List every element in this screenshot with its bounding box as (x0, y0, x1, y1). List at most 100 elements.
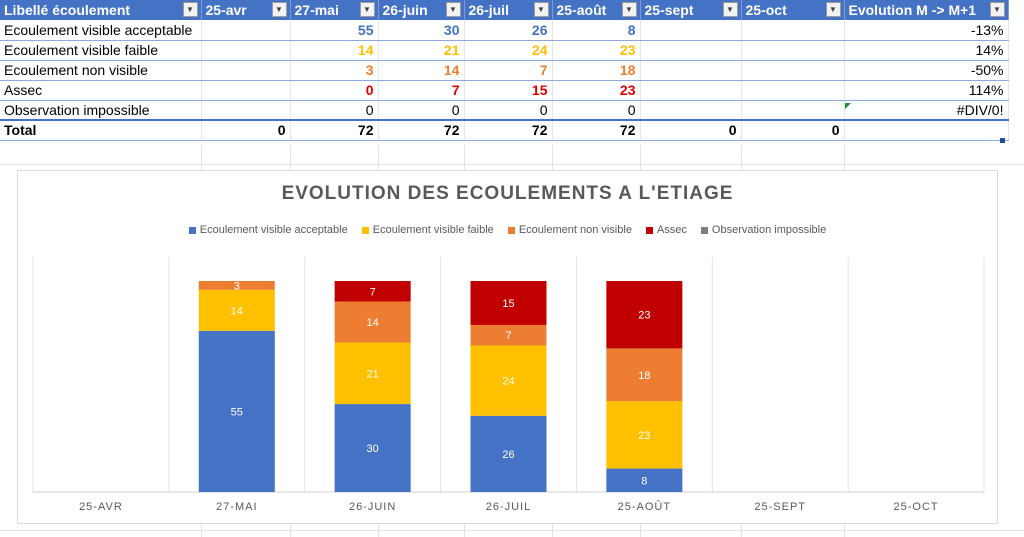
table-cell[interactable]: 30 (378, 20, 465, 41)
total-cell[interactable]: 72 (378, 119, 465, 141)
table-cell[interactable] (741, 60, 845, 81)
legend-item[interactable]: Observation impossible (700, 224, 827, 236)
data-label: 24 (502, 376, 514, 388)
table-cell[interactable]: 0 (290, 100, 379, 121)
filter-dropdown-icon[interactable]: ▼ (533, 2, 549, 17)
legend-item[interactable]: Ecoulement visible acceptable (188, 224, 348, 236)
table-cell[interactable]: 23 (552, 40, 641, 61)
row-label[interactable]: Assec (0, 80, 202, 101)
table-cell[interactable]: 7 (378, 80, 465, 101)
bar-segment (606, 401, 683, 469)
table-cell[interactable]: 3 (290, 60, 379, 81)
total-cell[interactable]: 0 (741, 119, 845, 141)
filter-dropdown-icon[interactable]: ▼ (621, 2, 637, 17)
chart-plot: 25-AVR 55 14 3 27-MAI 30 21 14 7 26-JUIN 26 24 7 15 26… (32, 257, 985, 513)
table-cell[interactable] (741, 80, 845, 101)
filter-dropdown-icon[interactable]: ▼ (445, 2, 461, 17)
filter-dropdown-icon[interactable]: ▼ (989, 2, 1005, 17)
x-tick-label: 25-AOÛT (618, 500, 671, 513)
total-cell[interactable]: 0 (201, 119, 291, 141)
legend-item[interactable]: Ecoulement visible faible (361, 224, 494, 236)
row-label[interactable]: Ecoulement visible faible (0, 40, 202, 61)
table-cell[interactable]: 0 (552, 100, 641, 121)
column-header-3[interactable]: 26-juin ▼ (378, 0, 465, 20)
row-label[interactable]: Observation impossible (0, 100, 202, 121)
stacked-bar-chart[interactable]: EVOLUTION DES ECOULEMENTS A L'ETIAGE Eco… (17, 170, 998, 524)
table-cell[interactable] (640, 20, 742, 41)
legend-swatch (700, 226, 708, 234)
table-cell[interactable] (741, 100, 845, 121)
evolution-cell[interactable]: 114% (844, 80, 1009, 101)
column-header-label: 25-sept (644, 2, 694, 18)
table-cell[interactable] (201, 80, 291, 101)
column-header-4[interactable]: 26-juil ▼ (464, 0, 553, 20)
table-cell[interactable] (640, 40, 742, 61)
filter-dropdown-icon[interactable]: ▼ (271, 2, 287, 17)
column-header-5[interactable]: 25-août ▼ (552, 0, 641, 20)
evolution-cell[interactable]: -50% (844, 60, 1009, 81)
total-cell[interactable]: 0 (640, 119, 742, 141)
table-cell[interactable] (201, 20, 291, 41)
table-cell[interactable]: 15 (464, 80, 553, 101)
data-label: 30 (367, 443, 379, 455)
column-header-label: 25-août (556, 2, 607, 18)
table-cell[interactable]: 8 (552, 20, 641, 41)
table-cell[interactable] (201, 40, 291, 61)
x-tick-label: 27-MAI (216, 501, 257, 513)
table-cell[interactable]: 23 (552, 80, 641, 101)
table-cell[interactable] (640, 100, 742, 121)
table-cell[interactable] (741, 40, 845, 61)
data-label: 3 (234, 280, 240, 292)
evolution-cell[interactable]: #DIV/0! (844, 100, 1009, 121)
total-evolution-cell[interactable] (844, 119, 1009, 141)
table-resize-handle[interactable] (1000, 138, 1005, 143)
row-label[interactable]: Ecoulement visible acceptable (0, 20, 202, 41)
table-cell[interactable] (640, 60, 742, 81)
total-cell[interactable]: 72 (464, 119, 553, 141)
column-header-2[interactable]: 27-mai ▼ (290, 0, 379, 20)
table-cell[interactable]: 21 (378, 40, 465, 61)
data-label: 23 (638, 310, 650, 322)
table-cell[interactable]: 0 (290, 80, 379, 101)
total-cell[interactable]: 72 (290, 119, 379, 141)
table-cell[interactable] (201, 100, 291, 121)
row-label[interactable]: Ecoulement non visible (0, 60, 202, 81)
evolution-cell[interactable]: -13% (844, 20, 1009, 41)
column-header-6[interactable]: 25-sept ▼ (640, 0, 742, 20)
bar-segment (606, 281, 683, 349)
table-cell[interactable] (741, 20, 845, 41)
table-cell[interactable]: 26 (464, 20, 553, 41)
table-cell[interactable]: 14 (290, 40, 379, 61)
legend-swatch (361, 226, 369, 234)
column-header-label: 25-oct (745, 2, 787, 18)
legend-label: Observation impossible (711, 224, 827, 236)
filter-dropdown-icon[interactable]: ▼ (722, 2, 738, 17)
table-cell[interactable] (201, 60, 291, 81)
bar-segment (198, 289, 275, 331)
table-cell[interactable]: 0 (464, 100, 553, 121)
filter-dropdown-icon[interactable]: ▼ (359, 2, 375, 17)
evolution-cell[interactable]: 14% (844, 40, 1009, 61)
column-header-8[interactable]: Evolution M -> M+1 ▼ (844, 0, 1009, 20)
legend-item[interactable]: Assec (645, 224, 687, 236)
column-header-0[interactable]: Libellé écoulement ▼ (0, 0, 202, 20)
column-header-1[interactable]: 25-avr ▼ (201, 0, 291, 20)
table-row: Ecoulement visible faible 14 21 24 23 14% (0, 40, 1009, 61)
bar-segment (334, 342, 411, 405)
total-cell[interactable]: 72 (552, 119, 641, 141)
table-cell[interactable]: 7 (464, 60, 553, 81)
total-label[interactable]: Total (0, 119, 202, 141)
error-indicator-icon (845, 103, 851, 109)
table-cell[interactable] (640, 80, 742, 101)
table-cell[interactable]: 14 (378, 60, 465, 81)
data-label: 21 (367, 368, 379, 380)
table-cell[interactable]: 0 (378, 100, 465, 121)
legend-item[interactable]: Ecoulement non visible (507, 224, 632, 236)
filter-dropdown-icon[interactable]: ▼ (825, 2, 841, 17)
table-cell[interactable]: 24 (464, 40, 553, 61)
table-cell[interactable]: 55 (290, 20, 379, 41)
column-header-7[interactable]: 25-oct ▼ (741, 0, 845, 20)
chart-legend: Ecoulement visible acceptable Ecoulement … (18, 224, 997, 236)
table-cell[interactable]: 18 (552, 60, 641, 81)
filter-dropdown-icon[interactable]: ▼ (182, 2, 198, 17)
